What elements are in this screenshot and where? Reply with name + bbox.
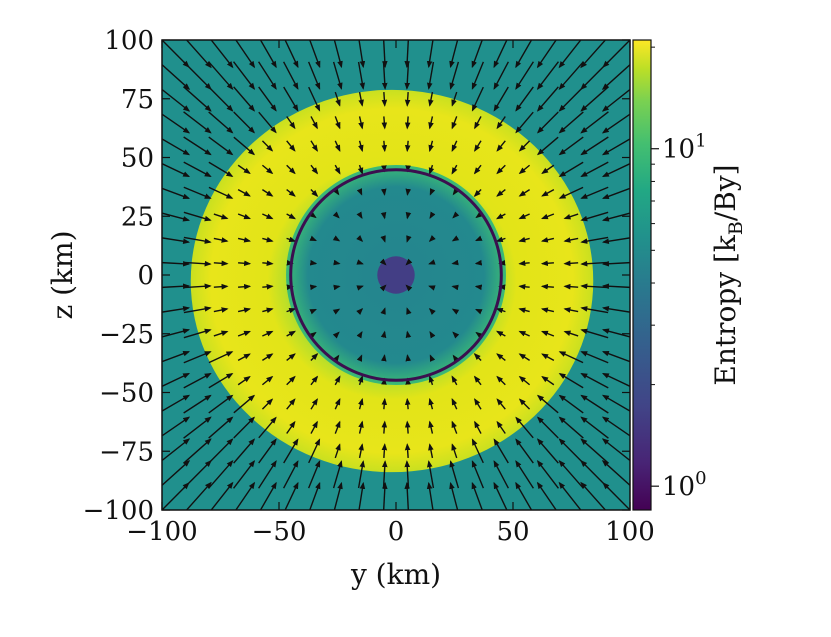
velocity-arrow — [542, 263, 554, 264]
y-tick-label: 100 — [104, 26, 154, 56]
y-tick-label: 0 — [137, 261, 154, 291]
velocity-arrow — [384, 92, 385, 105]
velocity-arrow — [384, 141, 385, 151]
velocity-arrow — [384, 116, 385, 128]
velocity-arrow — [384, 422, 385, 434]
y-tick-label: −25 — [99, 320, 154, 350]
y-axis-label: z (km) — [46, 230, 79, 319]
velocity-arrow — [238, 286, 250, 287]
y-tick-label: 50 — [121, 144, 154, 174]
velocity-arrow — [384, 399, 385, 409]
colorbar-label: Entropy [kB/By] — [709, 164, 747, 385]
velocity-arrow — [336, 263, 339, 264]
velocity-arrow — [238, 263, 250, 264]
velocity-arrow — [453, 263, 456, 264]
velocity-arrow — [407, 215, 408, 218]
velocity-arrow — [407, 116, 408, 128]
x-tick-label: −50 — [252, 517, 307, 547]
velocity-arrow — [407, 422, 408, 434]
velocity-arrow — [542, 286, 554, 287]
y-tick-label: −100 — [83, 496, 154, 526]
velocity-arrow — [262, 286, 272, 287]
x-axis-label: y (km) — [350, 558, 441, 591]
velocity-arrow — [565, 286, 578, 287]
velocity-arrow — [384, 215, 385, 218]
y-tick-label: −75 — [99, 437, 154, 467]
velocity-arrow — [384, 445, 385, 458]
velocity-arrow — [520, 286, 530, 287]
colorbar-ticks: 100 101 — [651, 47, 707, 502]
velocity-arrow — [565, 263, 578, 264]
colorbar — [633, 40, 651, 510]
velocity-arrow — [407, 445, 408, 458]
velocity-arrow — [407, 332, 408, 335]
velocity-arrow — [384, 332, 385, 335]
colorbar-tick-label: 101 — [662, 131, 707, 165]
velocity-arrow — [407, 141, 408, 151]
y-tick-label: 75 — [121, 85, 154, 115]
x-tick-label: 0 — [388, 517, 405, 547]
velocity-arrow — [336, 286, 339, 287]
velocity-arrow — [262, 263, 272, 264]
x-tick-label: 100 — [605, 517, 655, 547]
velocity-arrow — [407, 92, 408, 105]
x-tick-label: 50 — [496, 517, 529, 547]
velocity-arrow — [453, 286, 456, 287]
central-core — [377, 256, 414, 293]
velocity-arrow — [214, 286, 227, 287]
y-tick-label: −50 — [99, 379, 154, 409]
velocity-arrow — [407, 399, 408, 409]
colorbar-tick-label: 100 — [662, 468, 707, 502]
velocity-arrow — [520, 263, 530, 264]
y-tick-label: 25 — [121, 202, 154, 232]
velocity-arrow — [214, 263, 227, 264]
